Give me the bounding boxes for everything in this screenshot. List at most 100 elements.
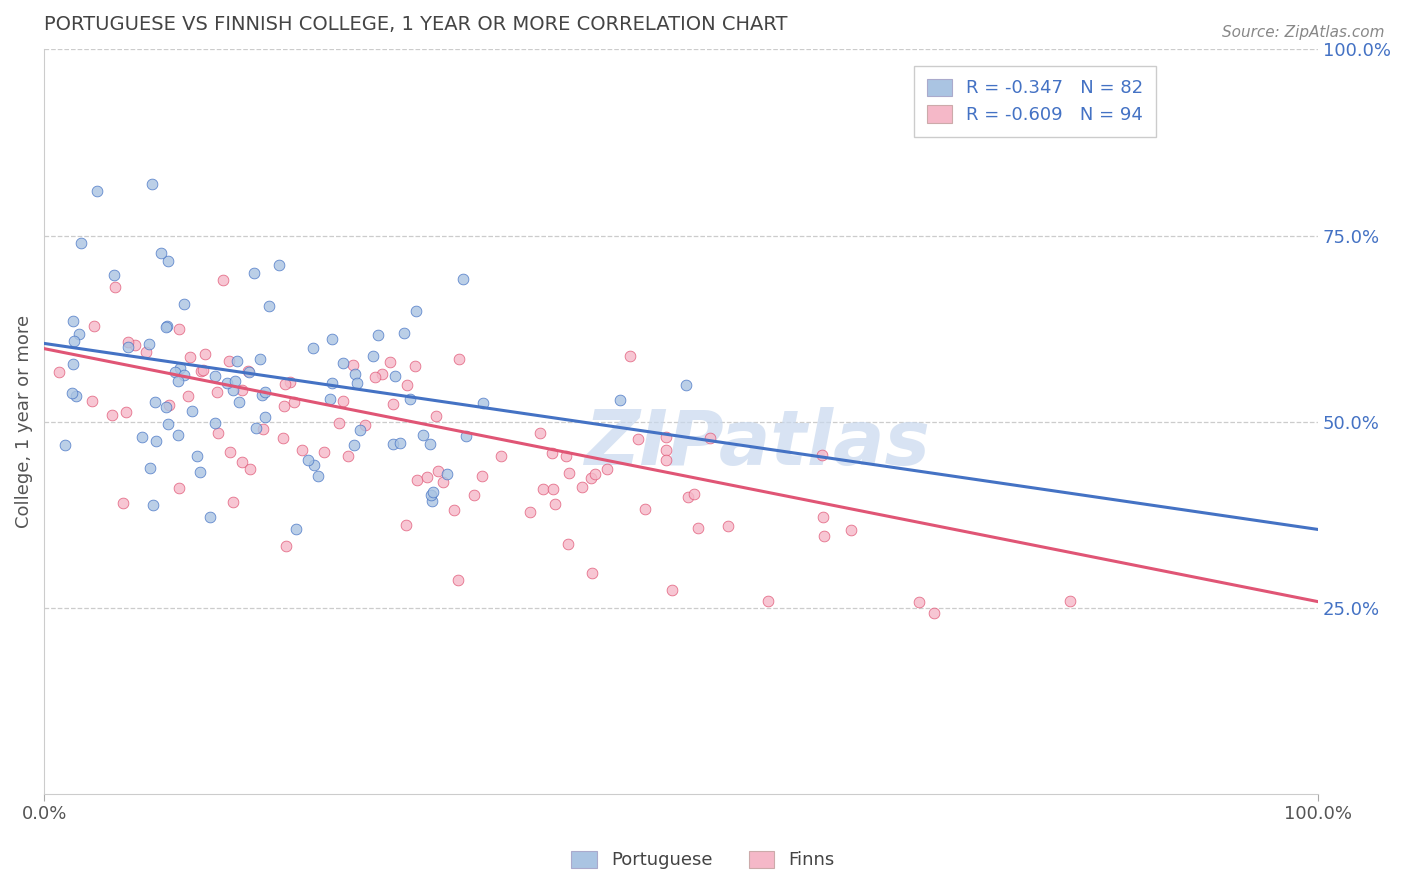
- Point: [541, 482, 564, 496]
- Point: [179, 351, 201, 365]
- Point: [627, 433, 650, 447]
- Point: [238, 366, 260, 380]
- Point: [215, 376, 238, 390]
- Y-axis label: College, 1 year or more: College, 1 year or more: [15, 315, 32, 528]
- Point: [173, 368, 195, 383]
- Point: [231, 455, 253, 469]
- Point: [839, 523, 862, 537]
- Point: [167, 374, 190, 388]
- Point: [257, 299, 280, 313]
- Text: Source: ZipAtlas.com: Source: ZipAtlas.com: [1222, 25, 1385, 40]
- Point: [218, 354, 240, 368]
- Point: [813, 510, 835, 524]
- Point: [579, 471, 602, 485]
- Point: [250, 388, 273, 402]
- Point: [53, 437, 76, 451]
- Point: [238, 364, 260, 378]
- Point: [558, 466, 581, 480]
- Point: [328, 416, 350, 430]
- Point: [529, 426, 551, 441]
- Point: [395, 518, 418, 533]
- Point: [243, 266, 266, 280]
- Point: [190, 364, 212, 378]
- Point: [249, 352, 271, 367]
- Point: [111, 496, 134, 510]
- Point: [224, 374, 246, 388]
- Point: [609, 393, 631, 408]
- Point: [321, 332, 343, 346]
- Point: [406, 473, 429, 487]
- Point: [283, 395, 305, 409]
- Point: [221, 495, 243, 509]
- Point: [717, 518, 740, 533]
- Point: [813, 529, 835, 543]
- Point: [443, 503, 465, 517]
- Point: [655, 453, 678, 467]
- Point: [541, 446, 564, 460]
- Point: [363, 349, 385, 363]
- Point: [471, 469, 494, 483]
- Point: [131, 430, 153, 444]
- Point: [48, 365, 70, 379]
- Point: [342, 358, 364, 372]
- Point: [205, 385, 228, 400]
- Point: [367, 327, 389, 342]
- Point: [157, 417, 180, 432]
- Point: [245, 421, 267, 435]
- Point: [62, 314, 84, 328]
- Point: [273, 431, 295, 445]
- Point: [399, 392, 422, 406]
- Point: [596, 462, 619, 476]
- Point: [388, 436, 411, 450]
- Point: [304, 458, 326, 472]
- Point: [412, 428, 434, 442]
- Point: [253, 410, 276, 425]
- Point: [346, 376, 368, 391]
- Point: [427, 464, 450, 478]
- Point: [349, 423, 371, 437]
- Point: [344, 368, 367, 382]
- Point: [491, 449, 513, 463]
- Point: [661, 582, 683, 597]
- Point: [83, 318, 105, 333]
- Point: [354, 418, 377, 433]
- Point: [555, 449, 578, 463]
- Point: [204, 369, 226, 384]
- Point: [167, 428, 190, 442]
- Point: [67, 327, 90, 342]
- Point: [145, 434, 167, 448]
- Point: [269, 258, 291, 272]
- Point: [273, 399, 295, 413]
- Text: ZIPatlas: ZIPatlas: [585, 407, 931, 481]
- Point: [396, 377, 419, 392]
- Point: [634, 501, 657, 516]
- Point: [314, 444, 336, 458]
- Point: [447, 573, 470, 587]
- Point: [453, 272, 475, 286]
- Point: [422, 485, 444, 500]
- Point: [619, 349, 641, 363]
- Point: [756, 594, 779, 608]
- Point: [114, 405, 136, 419]
- Point: [405, 303, 427, 318]
- Point: [343, 438, 366, 452]
- Point: [420, 494, 443, 508]
- Point: [82, 394, 104, 409]
- Point: [922, 607, 945, 621]
- Point: [381, 397, 404, 411]
- Point: [811, 448, 834, 462]
- Point: [336, 449, 359, 463]
- Point: [155, 319, 177, 334]
- Point: [86, 184, 108, 198]
- Point: [104, 280, 127, 294]
- Point: [70, 236, 93, 251]
- Point: [212, 273, 235, 287]
- Point: [571, 480, 593, 494]
- Point: [173, 297, 195, 311]
- Point: [908, 595, 931, 609]
- Text: PORTUGUESE VS FINNISH COLLEGE, 1 YEAR OR MORE CORRELATION CHART: PORTUGUESE VS FINNISH COLLEGE, 1 YEAR OR…: [44, 15, 787, 34]
- Point: [204, 416, 226, 430]
- Point: [332, 356, 354, 370]
- Point: [167, 322, 190, 336]
- Point: [581, 566, 603, 581]
